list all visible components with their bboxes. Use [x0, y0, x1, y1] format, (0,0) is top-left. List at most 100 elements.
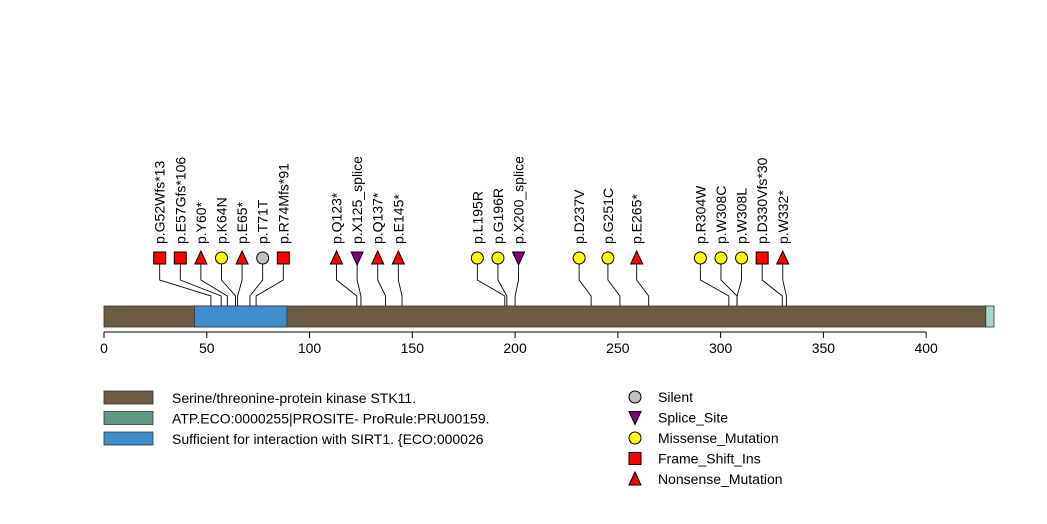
- mutation-label-p-x200-splice: p.X200_splice: [511, 156, 527, 244]
- connector-p-x125-splice: [356, 258, 362, 306]
- connector-p-d237v: [578, 258, 592, 306]
- mutation-label-p-y60: p.Y60*: [193, 201, 209, 244]
- marker-p-q123: [329, 249, 344, 265]
- connector-p-g52wfs-13: [159, 258, 212, 306]
- marker-p-t71t: [256, 251, 270, 265]
- x-tick-label-50: 50: [199, 340, 215, 356]
- connector-p-e65: [237, 258, 243, 306]
- mutation-label-p-g52wfs-13: p.G52Wfs*13: [152, 161, 168, 244]
- connector-p-e145: [397, 258, 403, 306]
- marker-p-e145: [391, 249, 406, 265]
- mutation-label-p-l195r: p.L195R: [469, 191, 485, 244]
- connector-p-l195r: [476, 258, 506, 306]
- marker-p-w332: [775, 249, 790, 265]
- marker-p-k64n: [214, 251, 228, 265]
- mutation-label-p-d330vfs-30: p.D330Vfs*30: [754, 157, 770, 244]
- legend-label-splice-site: Splice_Site: [658, 410, 728, 426]
- marker-p-x125-splice: [350, 251, 364, 267]
- domain-3-sufficient-for-interaction-wit: [194, 305, 288, 328]
- mutation-label-p-e57gfs-106: p.E57Gfs*106: [172, 157, 188, 244]
- x-tick-label-350: 350: [812, 340, 836, 356]
- mutation-label-p-w308c: p.W308C: [713, 186, 729, 244]
- connector-p-e57gfs-106: [179, 258, 222, 306]
- mutation-markers: [153, 249, 790, 267]
- x-tick-label-100: 100: [298, 340, 322, 356]
- x-tick-label-250: 250: [606, 340, 630, 356]
- mutation-label-p-q137: p.Q137*: [370, 192, 386, 244]
- mutation-label-p-r74mfs-91: p.R74Mfs*91: [275, 163, 291, 244]
- legend-label-domain-3: Sufficient for interaction with SIRT1. {…: [172, 431, 484, 447]
- x-tick-label-150: 150: [401, 340, 425, 356]
- marker-p-e57gfs-106: [173, 251, 187, 265]
- marker-p-d330vfs-30: [755, 251, 769, 265]
- mutation-label-p-e265: p.E265*: [629, 194, 645, 244]
- x-tick-label-300: 300: [709, 340, 733, 356]
- mutation-label-p-e145: p.E145*: [390, 194, 406, 244]
- mutation-label-p-w332: p.W332*: [775, 190, 791, 244]
- legend-icon-missense-mutation: [628, 431, 642, 445]
- marker-p-w308l: [735, 251, 749, 265]
- connector-p-t71t: [249, 258, 264, 306]
- connector-p-r74mfs-91: [255, 258, 284, 306]
- mutation-connectors: [159, 258, 787, 306]
- mutation-labels: p.G52Wfs*13 p.E57Gfs*106 p.Y60* p.K64N p.E65…: [152, 156, 791, 244]
- connector-p-w332: [782, 258, 787, 306]
- marker-p-r304w: [693, 251, 707, 265]
- legend-label-domain-1: Serine/threonine-protein kinase STK11.: [172, 390, 416, 406]
- connector-p-x200-splice: [514, 258, 519, 306]
- marker-p-e65: [235, 249, 249, 265]
- legend-icon-nonsense-mutation: [628, 470, 642, 486]
- mutation-label-p-g196r: p.G196R: [490, 188, 506, 244]
- mutation-label-p-g251c: p.G251C: [600, 188, 616, 244]
- connector-p-g251c: [607, 258, 621, 306]
- marker-p-g251c: [601, 251, 615, 265]
- mutation-label-p-q123: p.Q123*: [329, 192, 345, 244]
- connector-p-w308l: [736, 258, 743, 306]
- connector-p-y60: [200, 258, 228, 306]
- domain-2-atp-eco-0000255-prosite-prorul: [985, 305, 995, 328]
- legend-label-nonsense-mutation: Nonsense_Mutation: [658, 471, 783, 487]
- marker-p-g196r: [491, 251, 505, 265]
- x-tick-label-400: 400: [914, 340, 938, 356]
- marker-p-d237v: [572, 251, 586, 265]
- connector-p-q137: [377, 258, 387, 306]
- x-axis: 0 50 100 150 200 250 300 350 400: [100, 331, 938, 356]
- protein-bar: [103, 305, 995, 328]
- legend-swatch-domain-2: [103, 411, 154, 425]
- marker-p-l195r: [470, 251, 484, 265]
- marker-p-w308c: [714, 251, 728, 265]
- legend-label-domain-2: ATP.ECO:0000255|PROSITE- ProRule:PRU0015…: [172, 411, 490, 427]
- mutation-label-p-t71t: p.T71T: [255, 199, 271, 244]
- legend-swatch-domain-3: [103, 431, 154, 446]
- legend-label-missense-mutation: Missense_Mutation: [658, 430, 779, 446]
- connector-p-r304w: [699, 258, 730, 306]
- mutation-label-p-w308l: p.W308L: [734, 188, 750, 244]
- legend-label-frame-shift-ins: Frame_Shift_Ins: [658, 451, 761, 467]
- legend-icon-splice-site: [628, 411, 642, 426]
- legend-label-silent: Silent: [658, 389, 693, 405]
- mutation-label-p-x125-splice: p.X125_splice: [349, 156, 365, 244]
- mutation-label-p-r304w: p.R304W: [692, 185, 708, 244]
- legend-icon-frame-shift-ins: [628, 452, 642, 465]
- marker-p-e265: [629, 249, 644, 265]
- x-tick-label-0: 0: [100, 340, 108, 356]
- connector-p-q123: [336, 258, 358, 306]
- connector-p-g196r: [497, 258, 508, 306]
- mutation-type-legend: Silent Splice_Site Missense_Mutation Frame_…: [628, 389, 783, 487]
- marker-p-q137: [370, 249, 385, 265]
- domain-legend: Serine/threonine-protein kinase STK11. AT…: [103, 390, 490, 447]
- mutation-label-p-e65: p.E65*: [234, 201, 250, 244]
- mutation-label-p-d237v: p.D237V: [571, 189, 587, 244]
- x-tick-label-200: 200: [503, 340, 527, 356]
- marker-p-x200-splice: [511, 251, 526, 267]
- marker-p-r74mfs-91: [276, 251, 290, 265]
- marker-p-y60: [194, 249, 208, 265]
- connector-p-e265: [636, 258, 650, 306]
- legend-icon-silent: [628, 390, 642, 404]
- legend-swatch-domain-1: [103, 390, 154, 405]
- connector-p-d330vfs-30: [761, 258, 783, 306]
- connector-p-k64n: [221, 258, 236, 306]
- mutation-label-p-k64n: p.K64N: [213, 197, 229, 244]
- marker-p-g52wfs-13: [153, 251, 167, 265]
